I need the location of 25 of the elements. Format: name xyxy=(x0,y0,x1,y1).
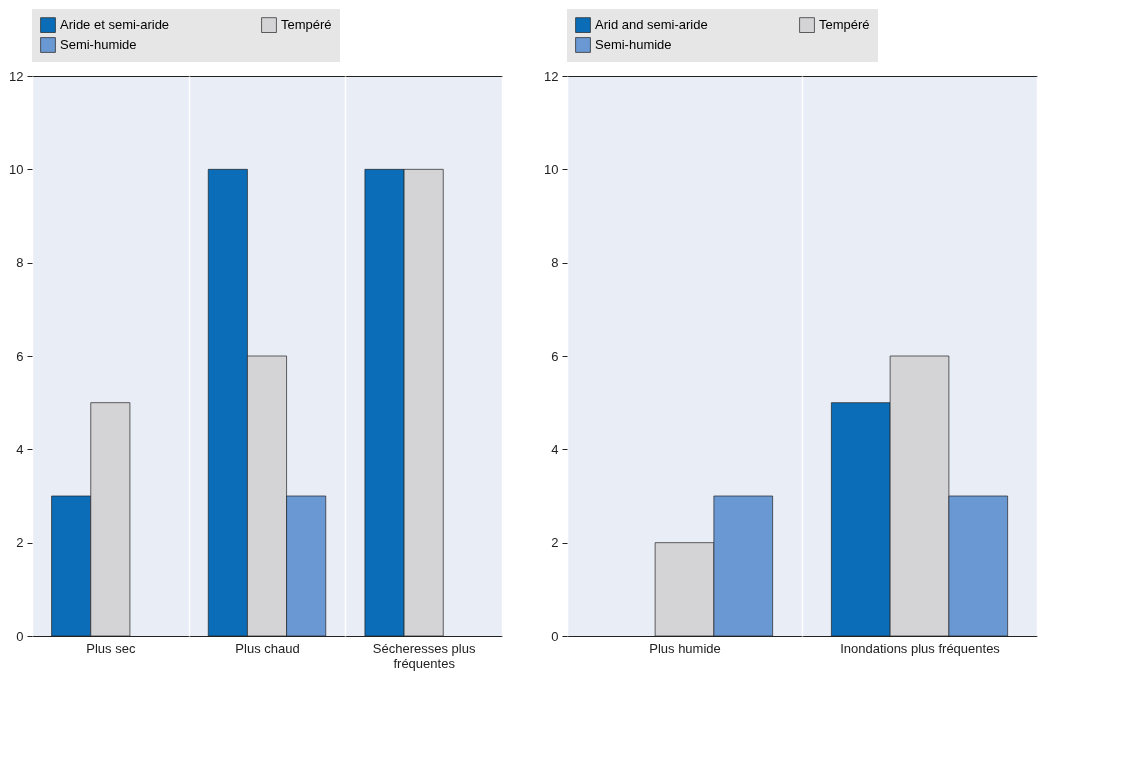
y-tick-label: 0 xyxy=(16,628,24,644)
x-tick-label: Sécheresses plus fréquentes xyxy=(372,640,476,671)
x-tick-label: Plus humide xyxy=(649,640,721,656)
legend-label: Semi-humide xyxy=(60,37,137,52)
y-tick-label: 0 xyxy=(551,628,559,644)
y-tick-label: 10 xyxy=(544,161,559,177)
y-tick-label: 2 xyxy=(551,535,559,551)
legend-label: Semi-humide xyxy=(595,37,672,52)
y-tick-label: 4 xyxy=(551,441,559,457)
y-tick-label: 6 xyxy=(551,348,559,364)
y-tick-label: 4 xyxy=(16,441,24,457)
y-tick-label: 8 xyxy=(16,255,24,271)
y-tick-label: 2 xyxy=(16,535,24,551)
x-tick-label: Plus sec xyxy=(86,640,136,656)
x-tick-label: Inondations plus fréquentes xyxy=(840,640,1001,656)
legend-label: Tempéré xyxy=(281,17,332,33)
y-tick-label: 6 xyxy=(16,348,24,364)
y-tick-label: 12 xyxy=(544,68,559,84)
y-tick-label: 10 xyxy=(9,161,24,177)
legend-label: Aride et semi-aride xyxy=(60,17,170,33)
x-tick-label: Plus chaud xyxy=(235,640,300,656)
legend-label: Arid and semi-aride xyxy=(595,17,708,33)
legend-label: Tempéré xyxy=(819,17,870,33)
y-tick-label: 8 xyxy=(551,255,559,271)
y-tick-label: 12 xyxy=(9,68,24,84)
